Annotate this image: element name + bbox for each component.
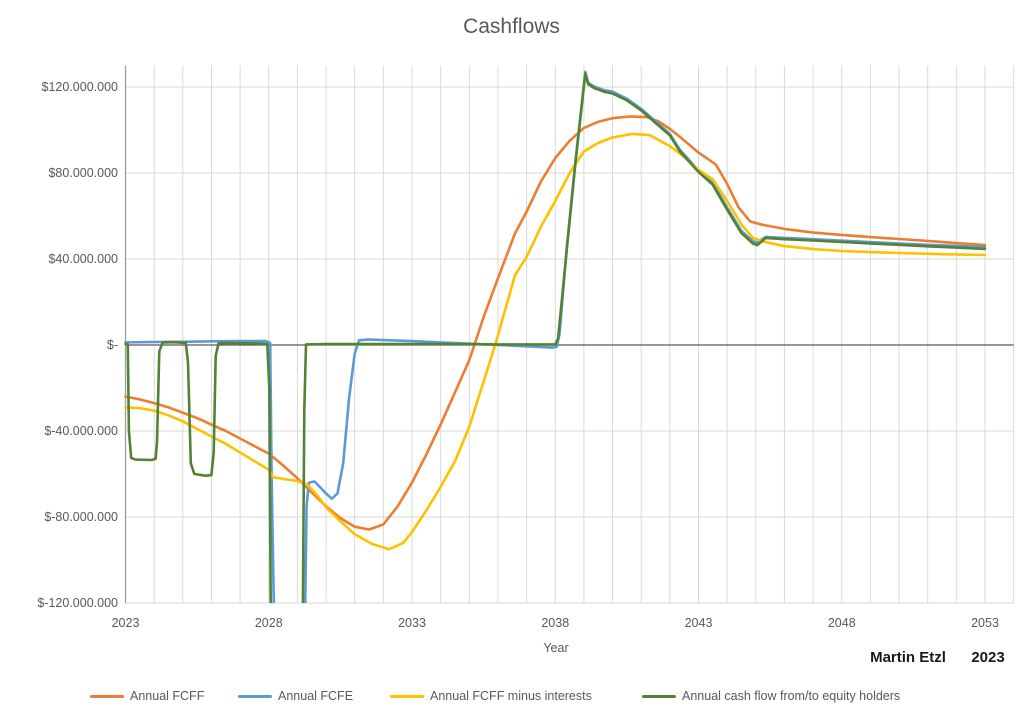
chart-title: Cashflows xyxy=(463,15,560,38)
credit-year: 2023 xyxy=(971,649,1005,666)
y-axis-tick-label: $40.000.000 xyxy=(48,252,118,266)
y-axis-tick-label: $- xyxy=(106,338,118,352)
y-axis-tick-label: $-80.000.000 xyxy=(44,510,118,524)
legend-label: Annual cash flow from/to equity holders xyxy=(682,689,901,703)
legend-label: Annual FCFF minus interests xyxy=(430,689,592,703)
y-axis-tick-label: $-40.000.000 xyxy=(44,424,118,438)
legend-item-equity-holders-cashflow: Annual cash flow from/to equity holders xyxy=(642,688,900,704)
x-axis-tick-label: 2033 xyxy=(398,616,426,630)
legend-line-swatch xyxy=(390,694,424,698)
y-axis-tick-label: $-120.000.000 xyxy=(37,596,118,610)
legend-label: Annual FCFE xyxy=(278,689,354,703)
legend-line-swatch xyxy=(238,694,272,698)
y-axis-tick-label: $80.000.000 xyxy=(48,166,118,180)
legend-item-annual-fcff-minus-interests: Annual FCFF minus interests xyxy=(390,688,592,704)
legend-item-annual-fcff: Annual FCFF xyxy=(90,688,204,704)
x-axis-tick-label: 2048 xyxy=(827,616,856,630)
legend-label: Annual FCFF xyxy=(130,689,205,703)
x-axis-tick-label: 2038 xyxy=(541,616,570,630)
legend-line-swatch xyxy=(642,694,676,698)
x-axis-tick-label: 2023 xyxy=(111,616,140,630)
legend-line-swatch xyxy=(90,694,124,698)
author-credit: Martin Etzl xyxy=(870,649,946,666)
legend-item-annual-fcfe: Annual FCFE xyxy=(238,688,353,704)
x-axis-tick-label: 2053 xyxy=(971,616,999,630)
y-axis-tick-label: $120.000.000 xyxy=(41,80,118,94)
x-axis-title: Year xyxy=(543,641,569,655)
x-axis-tick-label: 2043 xyxy=(684,616,713,630)
x-axis-tick-label: 2028 xyxy=(254,616,283,630)
